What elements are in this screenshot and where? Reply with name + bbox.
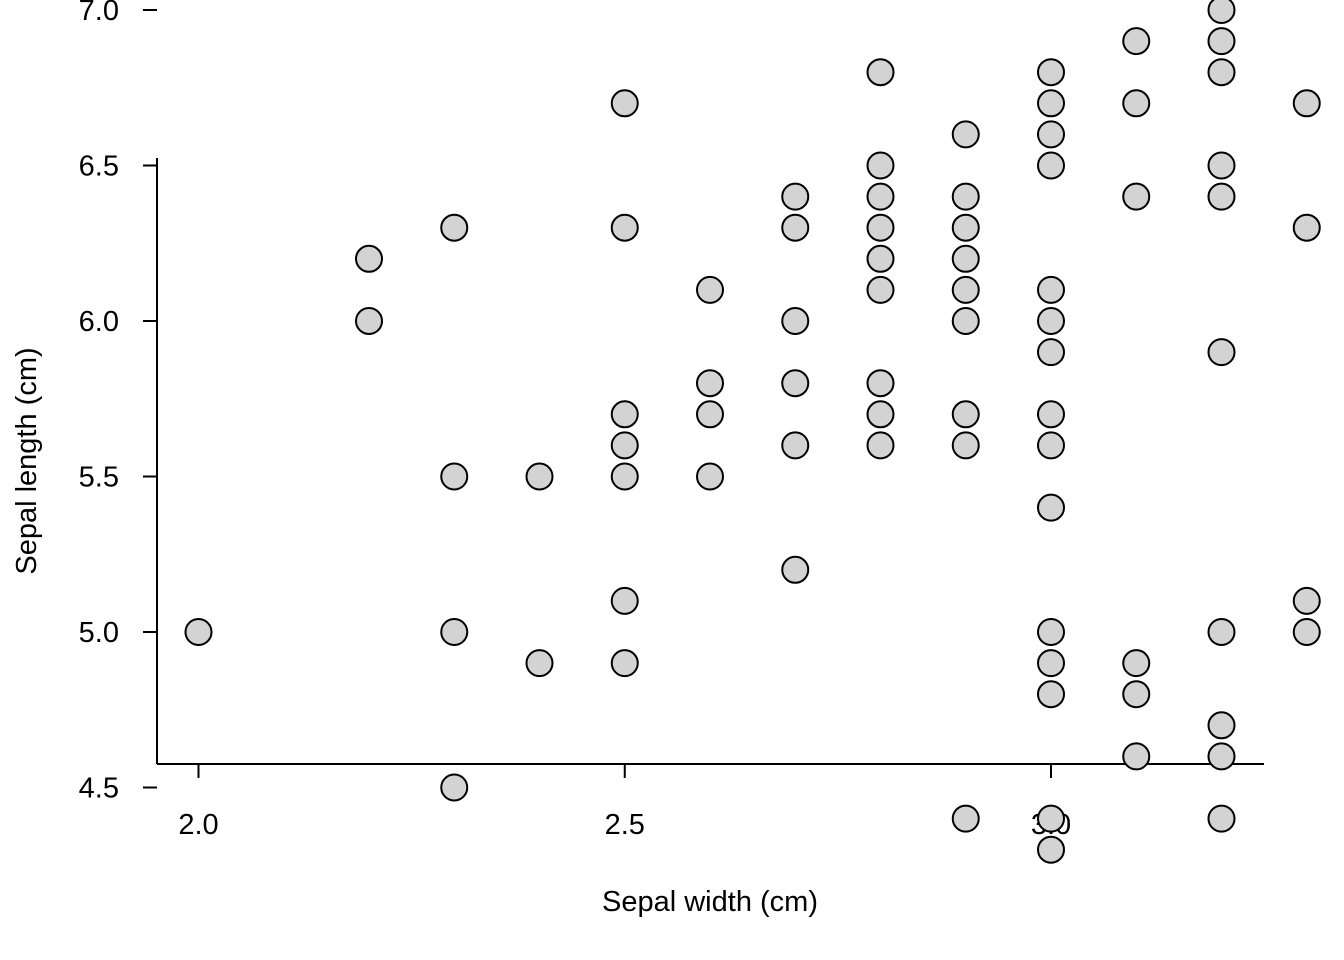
data-point [355,307,383,335]
data-point [1207,804,1236,833]
data-point [440,213,469,242]
y-tick-label: 5.5 [79,462,119,494]
data-point [440,773,469,802]
data-point [951,307,980,335]
data-point [951,120,980,149]
data-point [866,151,895,180]
data-point [866,400,895,429]
y-ticks: 4.55.05.56.06.57.07.58.0 [79,0,157,805]
data-point [1207,742,1236,771]
data-point [781,555,810,584]
data-point [866,431,895,460]
data-point [781,431,810,460]
data-point [1037,431,1065,460]
x-ticks: 2.02.53.03.54.0 [178,764,1071,841]
data-point [610,462,639,491]
data-point [1037,89,1065,118]
data-point [440,618,469,646]
data-point [1037,275,1065,304]
data-point [1122,742,1151,771]
data-point [1207,0,1236,24]
data-point [1207,618,1236,646]
data-point [951,182,980,211]
data-point [1122,27,1151,56]
x-axis-title: Sepal width (cm) [602,886,818,918]
data-point [1122,89,1151,118]
data-point [781,182,810,211]
data-point [1292,586,1321,615]
data-point [696,400,724,429]
data-point [1122,680,1151,709]
data-point [781,369,810,398]
data-point [1207,338,1236,367]
data-point [951,804,980,833]
data-point [1292,89,1321,118]
data-point [951,400,980,429]
data-point [1037,835,1065,864]
data-point [1037,680,1065,709]
data-point [1122,649,1151,678]
data-point [1037,804,1065,833]
data-point [184,618,213,646]
data-point [1207,58,1236,87]
data-point [1207,27,1236,56]
data-point [1207,151,1236,180]
data-point [1037,338,1065,367]
data-point [610,213,639,242]
x-tick-label: 2.0 [178,809,218,841]
data-point [1037,151,1065,180]
data-point [440,462,469,491]
data-point [781,307,810,335]
data-point [610,89,639,118]
data-point [1037,618,1065,646]
data-points [184,0,1321,864]
data-point [1037,400,1065,429]
data-point [525,649,554,678]
data-point [951,244,980,273]
data-point [1207,182,1236,211]
data-point [866,275,895,304]
data-point [525,462,554,491]
data-point [781,213,810,242]
data-point [1122,182,1151,211]
data-point [1207,711,1236,740]
x-tick-label: 2.5 [605,809,645,841]
data-point [355,244,383,273]
data-point [1037,120,1065,149]
data-point [610,431,639,460]
y-tick-label: 6.0 [79,306,119,338]
y-tick-label: 7.0 [79,0,119,27]
data-point [1037,58,1065,87]
data-point [696,462,724,491]
data-point [1037,493,1065,522]
data-point [866,369,895,398]
data-point [696,369,724,398]
data-point [866,213,895,242]
data-point [866,244,895,273]
data-point [696,275,724,304]
data-point [1037,649,1065,678]
y-tick-label: 6.5 [79,151,119,183]
y-axis-title: Sepal length (cm) [11,347,43,574]
y-tick-label: 5.0 [79,617,119,649]
data-point [610,586,639,615]
data-point [610,400,639,429]
data-point [951,213,980,242]
data-point [951,275,980,304]
data-point [610,649,639,678]
data-point [951,431,980,460]
data-point [1292,213,1321,242]
data-point [1292,618,1321,646]
y-tick-label: 4.5 [79,773,119,805]
data-point [1037,307,1065,335]
data-point [866,182,895,211]
data-point [866,58,895,87]
